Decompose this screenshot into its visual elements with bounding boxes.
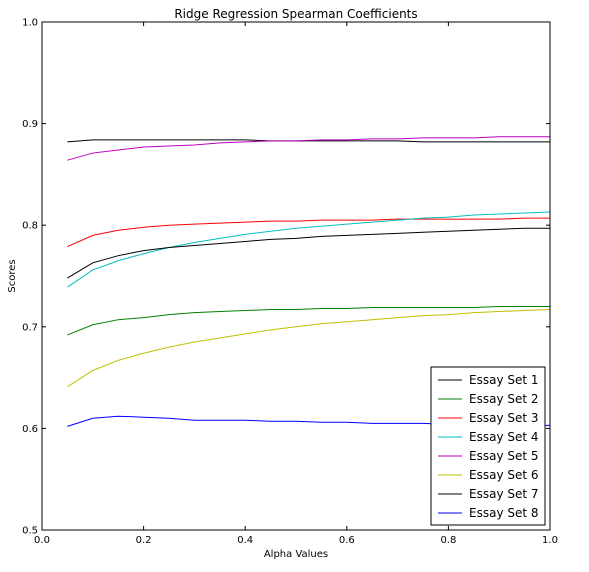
series-line-7: [67, 227, 550, 279]
series-line-1: [67, 139, 550, 143]
chart-title: Ridge Regression Spearman Coefficients: [174, 7, 417, 21]
y-tick-label: 0.8: [22, 221, 38, 232]
series-line-4: [67, 211, 551, 288]
legend-label-4: Essay Set 4: [469, 430, 539, 444]
series-line-5: [67, 136, 550, 161]
legend-label-2: Essay Set 2: [469, 392, 539, 406]
legend-label-3: Essay Set 3: [469, 411, 539, 425]
legend-frame: [430, 366, 546, 526]
y-axis-label: Scores: [7, 259, 18, 292]
legend-label-1: Essay Set 1: [469, 373, 539, 387]
x-tick-label: 1.0: [542, 535, 558, 546]
x-tick-label: 0.4: [237, 535, 253, 546]
legend-label-7: Essay Set 7: [469, 487, 539, 501]
y-tick-label: 0.7: [22, 322, 38, 333]
series-line-6: [67, 309, 551, 388]
legend-label-5: Essay Set 5: [469, 449, 539, 463]
x-tick-label: 0.2: [136, 535, 152, 546]
legend-items: Essay Set 1 Essay Set 2 Essay Set 3 Essay S…: [438, 373, 539, 520]
series-line-2: [67, 305, 550, 336]
x-axis-label: Alpha Values: [264, 549, 328, 560]
legend-label-6: Essay Set 6: [469, 468, 539, 482]
plot-area-frame: [41, 21, 551, 531]
axis-ticks: 0.0 0.2 0.4 0.6 0.8 1.0 0.5 0.6 0.7 0.8 0.9 1.0: [22, 18, 558, 547]
y-tick-label: 0.6: [22, 424, 38, 435]
y-tick-label: 0.9: [22, 119, 38, 130]
x-tick-label: 0.8: [440, 535, 456, 546]
series-line-3: [67, 217, 550, 247]
y-tick-label: 1.0: [22, 18, 38, 29]
x-tick-label: 0.6: [339, 535, 355, 546]
y-tick-label: 0.5: [22, 526, 38, 537]
legend-label-8: Essay Set 8: [469, 506, 539, 520]
x-tick-label: 0.0: [34, 535, 50, 546]
chart-legend: Essay Set 1 Essay Set 2 Essay Set 3 Essay S…: [430, 366, 546, 526]
